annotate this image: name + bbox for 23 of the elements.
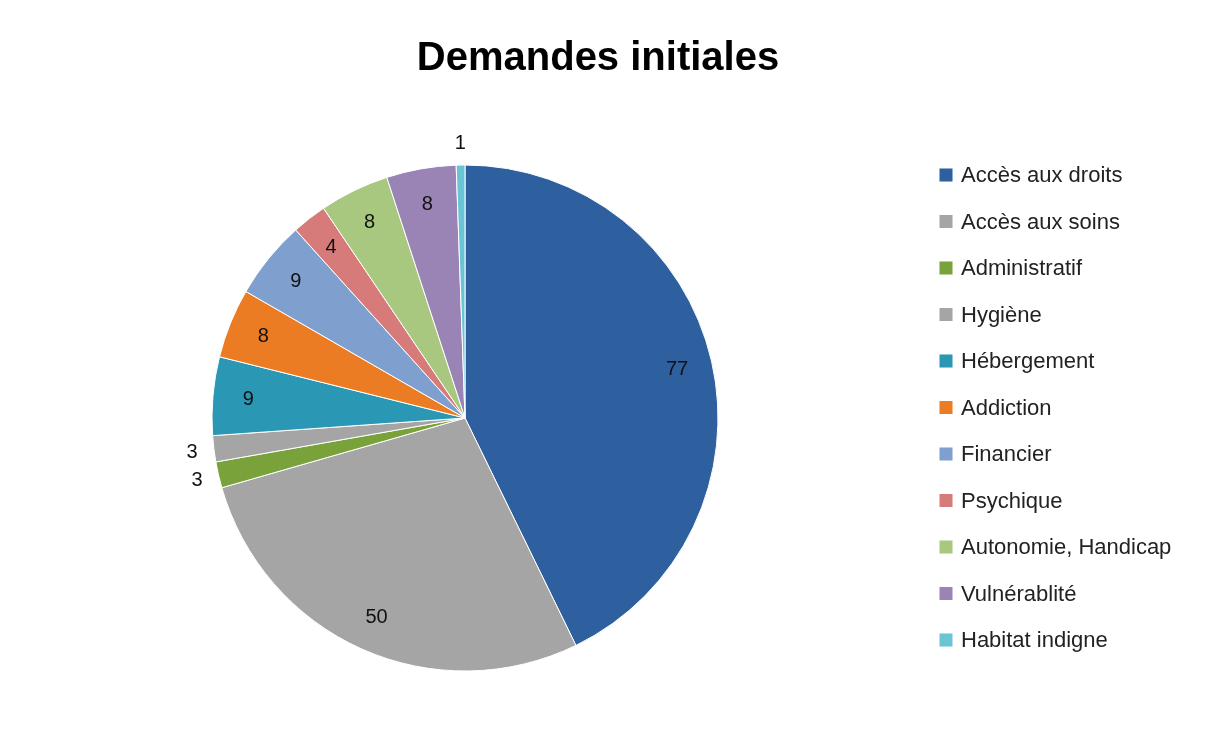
legend-label: Financier	[961, 441, 1052, 466]
data-label: 8	[421, 191, 433, 214]
legend-label: Psychique	[961, 487, 1063, 513]
chart-title: Demandes initiales	[416, 34, 780, 78]
data-label: 77	[665, 357, 689, 380]
legend-label: Autonomie, Handicap	[961, 534, 1172, 559]
data-label: 4	[325, 234, 337, 257]
data-label: 9	[242, 387, 254, 410]
legend-label: Vulnérablité	[961, 580, 1077, 606]
data-label: 8	[257, 324, 269, 347]
legend-label: Hébergement	[961, 348, 1095, 373]
data-label: 8	[364, 210, 376, 233]
legend-label: Hygiène	[961, 301, 1042, 327]
data-label: 3	[191, 467, 203, 490]
data-label: 3	[186, 439, 198, 462]
data-label: 1	[454, 131, 466, 154]
data-label: 9	[290, 269, 302, 292]
legend-label: Accès aux droits	[961, 162, 1123, 187]
legend-label: Administratif	[961, 255, 1083, 280]
legend-label: Addiction	[961, 394, 1052, 420]
legend-label: Habitat indigne	[961, 627, 1108, 652]
data-label: 50	[365, 604, 388, 627]
legend-label: Accès aux soins	[961, 208, 1120, 234]
